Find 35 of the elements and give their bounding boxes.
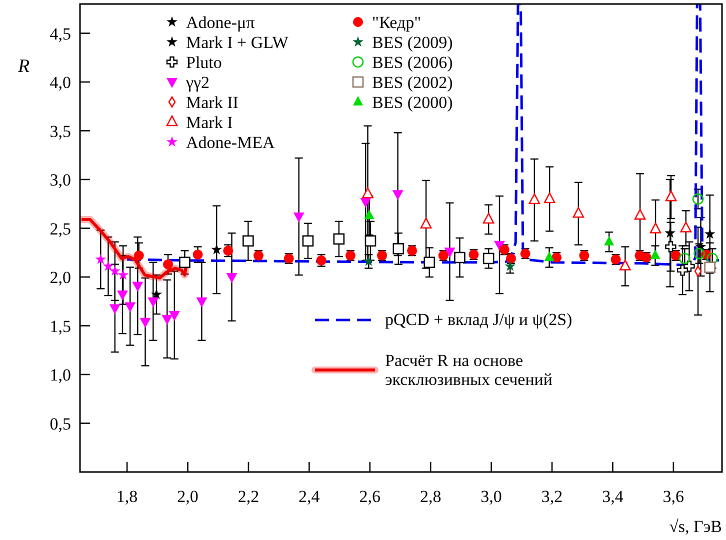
legend-label: BES (2006) — [372, 53, 453, 72]
legend-label: BES (2002) — [372, 73, 453, 92]
legend-label: Adone-MEA — [186, 133, 276, 152]
y-tick-label: 2,5 — [50, 219, 71, 238]
x-tick-label: 3,4 — [602, 487, 624, 506]
legend-label: Adone-μπ — [186, 13, 256, 32]
x-tick-label: 2,8 — [420, 487, 442, 506]
legend-label: γγ2 — [185, 73, 210, 92]
y-tick-label: 3,5 — [50, 122, 71, 141]
legend-label: BES (2000) — [372, 93, 453, 112]
x-tick-label: 2,6 — [359, 487, 381, 506]
y-tick-label: 1,0 — [50, 366, 71, 384]
x-tick-label: 2,4 — [298, 487, 320, 506]
x-axis-title: √s, ГэВ — [669, 517, 722, 536]
y-tick-label: 4,5 — [50, 24, 71, 44]
y-tick-label: 1,5 — [50, 316, 71, 336]
y-axis-title: R — [17, 56, 30, 77]
y-tick-label: 0,5 — [50, 414, 71, 434]
x-tick-label: 2,2 — [238, 487, 260, 506]
x-tick-label: 2,0 — [177, 487, 198, 506]
legend-label: Mark I — [186, 113, 234, 132]
legend-label: pQCD + вклад J/ψ и ψ(2S) — [385, 310, 572, 329]
x-tick-label: 1,8 — [116, 487, 138, 506]
x-tick-label: 3,6 — [662, 487, 684, 506]
x-tick-label: 3,2 — [541, 487, 563, 506]
legend-label: "Кедр" — [372, 13, 422, 32]
legend-label: Mark I + GLW — [186, 33, 290, 52]
legend-label: Pluto — [186, 53, 222, 72]
legend-label: BES (2009) — [372, 33, 453, 52]
x-tick-label: 3,0 — [480, 487, 502, 506]
y-tick-label: 2,0 — [50, 268, 71, 287]
y-tick-label: 3,0 — [50, 170, 71, 190]
legend-label: Расчёт R на основе эксклюзивных сечений — [385, 351, 552, 389]
y-tick-label: 4,0 — [50, 73, 71, 92]
legend-label: Mark II — [186, 93, 239, 112]
